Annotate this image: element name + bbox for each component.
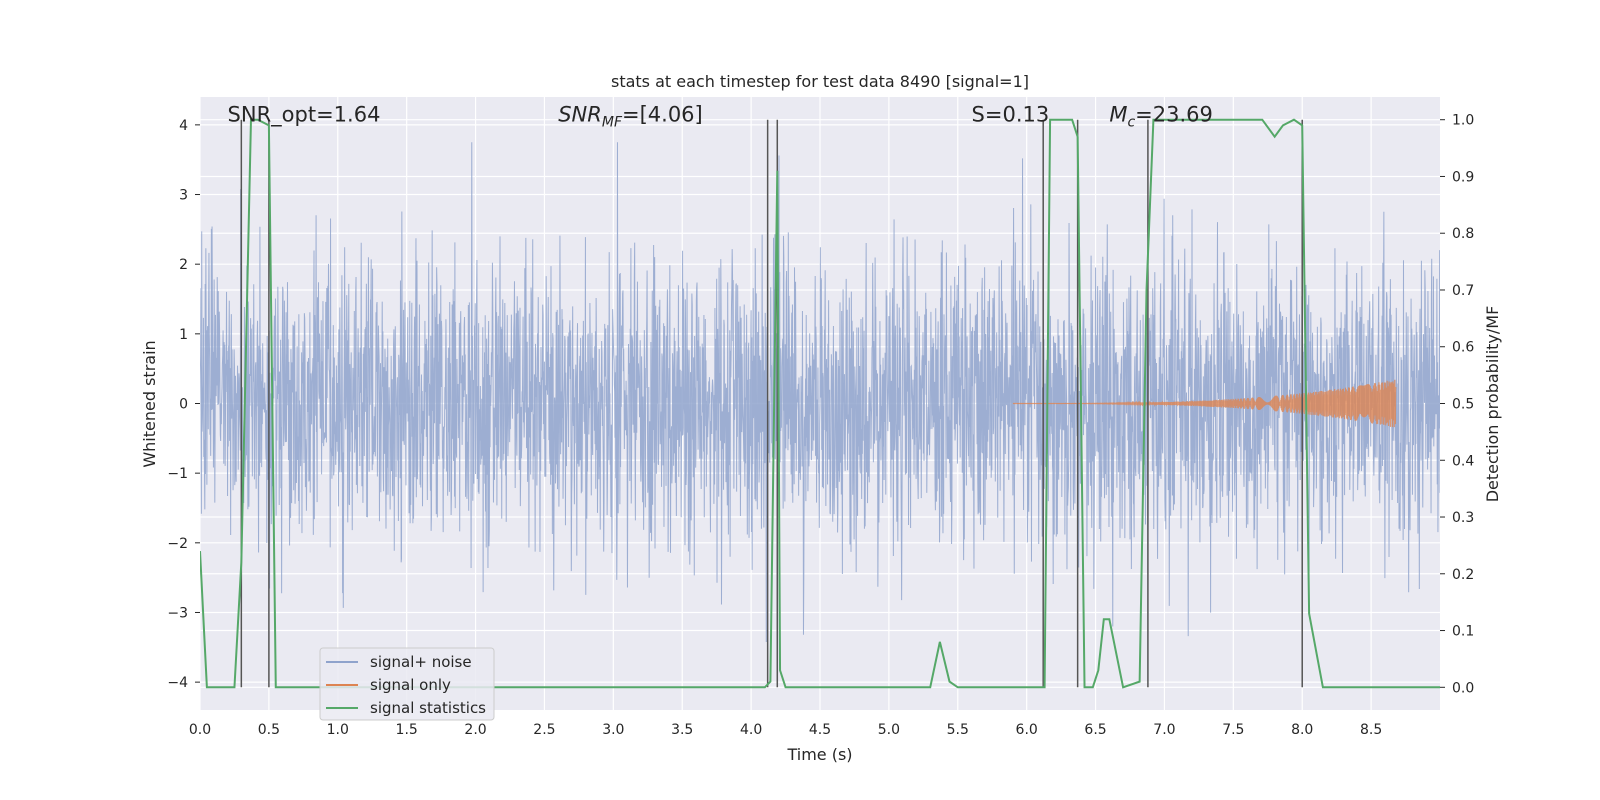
x-tick-label: 7.5 <box>1222 722 1244 738</box>
legend-label-signal-statistics: signal statistics <box>370 699 486 717</box>
y-axis-title: Whitened strain <box>140 340 159 467</box>
legend-label-signal-only: signal only <box>370 676 451 694</box>
x-tick-label: 0.5 <box>258 722 280 738</box>
y-right-tick-label: 0.3 <box>1452 510 1474 526</box>
y-tick-label: −4 <box>167 675 188 691</box>
y-axis-right-title: Detection probability/MF <box>1483 306 1502 503</box>
x-tick-label: 6.5 <box>1084 722 1106 738</box>
series-signal-statistics <box>200 118 1440 689</box>
ticks: 0.0 0.5 1.0 1.5 2.0 2.5 3.0 3.5 4.0 4.5 5.0 5.5 6.0 6… <box>167 113 1474 738</box>
y-right-tick-label: 0.1 <box>1452 624 1474 640</box>
x-tick-label: 5.0 <box>878 722 900 738</box>
x-tick-label: 4.5 <box>809 722 831 738</box>
x-tick-label: 3.5 <box>671 722 693 738</box>
plot-area <box>200 118 1440 689</box>
x-tick-label: 3.0 <box>602 722 624 738</box>
annotations: SNR_opt=1.64 SNRMF=[4.06] S=0.13 Mc=23.69 <box>228 102 1213 130</box>
y-tick-label: −3 <box>167 605 188 621</box>
y-right-tick-label: 0.0 <box>1452 680 1474 696</box>
y-right-tick-label: 0.7 <box>1452 283 1474 299</box>
y-tick-label: −2 <box>167 536 188 552</box>
y-right-tick-label: 0.2 <box>1452 567 1474 583</box>
legend-box <box>319 647 495 721</box>
x-tick-label: 8.0 <box>1291 722 1313 738</box>
annotation: S=0.13 <box>972 102 1050 126</box>
y-right-tick-label: 0.9 <box>1452 169 1474 185</box>
y-right-tick-label: 0.5 <box>1452 397 1474 413</box>
y-tick-label: 1 <box>179 327 188 343</box>
annotation: SNR_opt=1.64 <box>228 102 381 127</box>
series-signal-only <box>1012 379 1397 428</box>
legend: signal+ noise signal only signal statist… <box>319 647 495 721</box>
y-tick-label: −1 <box>167 466 188 482</box>
x-tick-label: 6.0 <box>1016 722 1038 738</box>
y-right-tick-label: 1.0 <box>1452 113 1474 129</box>
y-tick-label: 4 <box>179 118 188 134</box>
y-right-tick-label: 0.8 <box>1452 226 1474 242</box>
chart-title: stats at each timestep for test data 849… <box>611 72 1029 91</box>
x-axis-title: Time (s) <box>786 745 852 764</box>
x-tick-label: 4.0 <box>740 722 762 738</box>
x-tick-label: 5.5 <box>947 722 969 738</box>
x-tick-label: 2.0 <box>464 722 486 738</box>
y-tick-label: 0 <box>179 397 188 413</box>
y-tick-label: 3 <box>179 188 188 204</box>
y-right-tick-label: 0.6 <box>1452 340 1474 356</box>
x-tick-label: 0.0 <box>189 722 211 738</box>
legend-label-signal-noise: signal+ noise <box>370 653 472 671</box>
x-tick-label: 7.0 <box>1153 722 1175 738</box>
x-tick-label: 8.5 <box>1360 722 1382 738</box>
x-tick-label: 1.5 <box>396 722 418 738</box>
x-tick-label: 1.0 <box>327 722 349 738</box>
annotation: SNRMF=[4.06] <box>558 102 703 130</box>
y-tick-label: 2 <box>179 257 188 273</box>
series-signal-noise <box>200 142 1440 642</box>
x-tick-label: 2.5 <box>533 722 555 738</box>
annotation: Mc=23.69 <box>1109 102 1213 130</box>
y-right-tick-label: 0.4 <box>1452 453 1474 469</box>
